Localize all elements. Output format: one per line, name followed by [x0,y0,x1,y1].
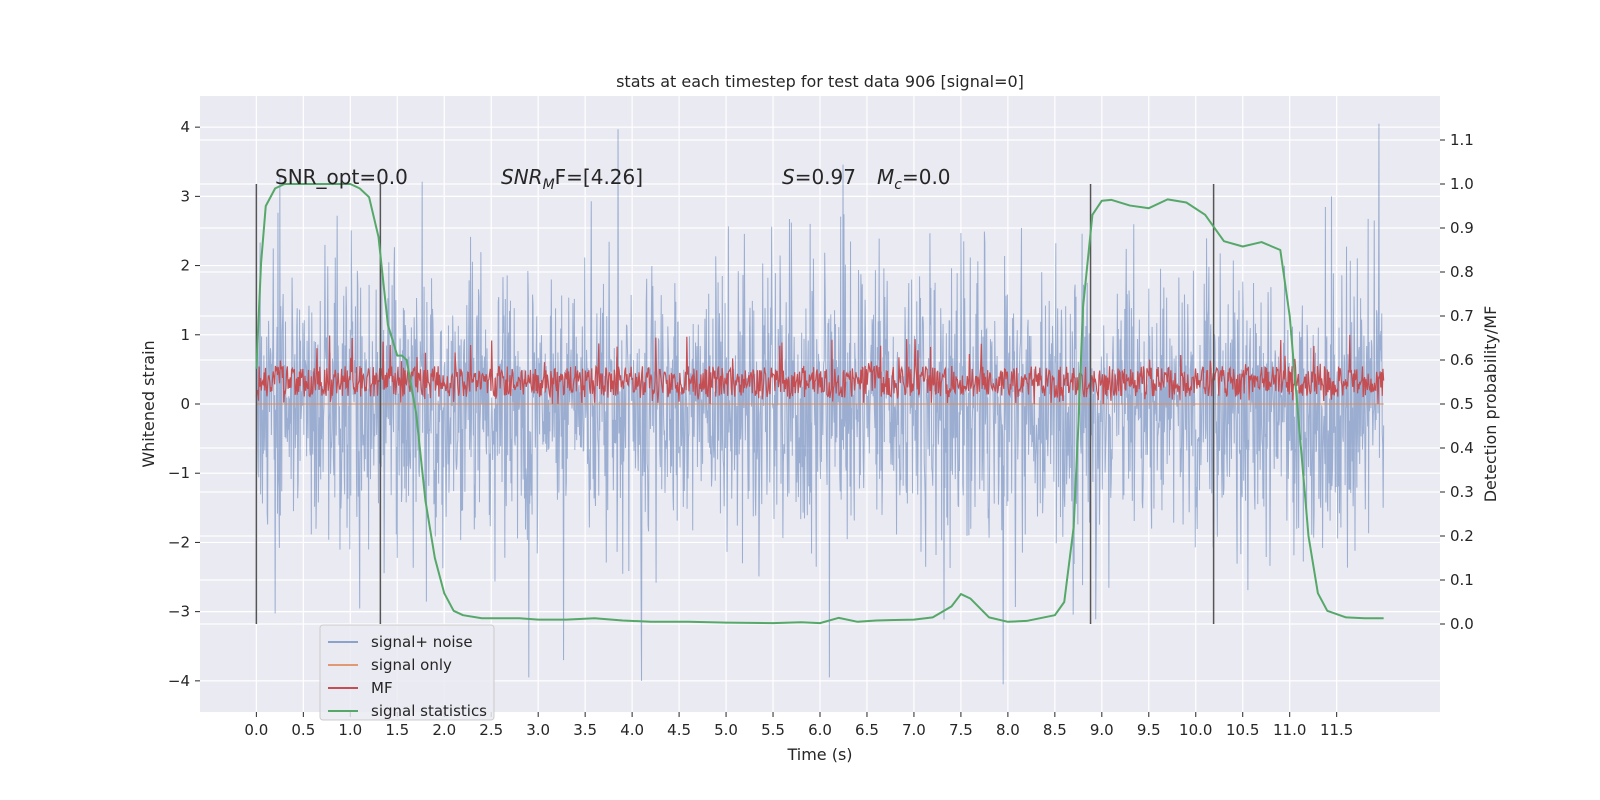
y-right-tick-label: 0.6 [1450,351,1474,369]
x-tick-label: 11.5 [1320,721,1353,739]
chart-title: stats at each timestep for test data 906… [616,72,1024,91]
y-axis-label: Whitened strain [139,340,158,467]
x-tick-label: 2.0 [432,721,456,739]
legend-box [319,624,495,721]
x-tick-label: 4.5 [667,721,691,739]
y-tick-label: 2 [180,257,190,275]
series-signal-statistics [255,183,1384,625]
y-right-tick-label: 0.3 [1450,483,1474,501]
x-tick-label: 8.5 [1043,721,1067,739]
y-tick-label: 4 [180,118,190,136]
x-tick-label: 9.5 [1137,721,1161,739]
annotation-mc-symbol: M [877,165,894,189]
x-tick-label: 6.0 [808,721,832,739]
y-tick-label: −2 [168,533,190,551]
y-right-tick-label: 1.0 [1450,175,1474,193]
y-right-tick-label: 0.1 [1450,571,1474,589]
y-right-tick-label: 0.8 [1450,263,1474,281]
y-axis-label-right: Detection probability/MF [1481,306,1500,503]
annotation-s-symbol: S [782,165,795,189]
y-right-tick-label: 0.2 [1450,527,1474,545]
x-tick-label: 0.5 [291,721,315,739]
annotation-snr-mf-subscript: M [543,177,555,193]
annotation-mc: Mc=0.0 [877,165,951,193]
x-tick-label: 3.0 [526,721,550,739]
annotation-s-value: =0.97 [795,165,856,189]
annotation-s: S=0.97 [782,165,856,189]
x-tick-label: 5.0 [714,721,738,739]
x-axis-label: Time (s) [786,745,852,764]
axis-layer: 0.0 0.5 1.0 1.5 2.0 2.5 3.0 3.5 4.0 4.5 5.0 5.5 6.0 6… [168,118,1474,739]
y-tick-label: 1 [180,326,190,344]
x-tick-label: 4.0 [620,721,644,739]
x-tick-label: 3.5 [573,721,597,739]
y-right-tick-label: 0.4 [1450,439,1474,457]
y-tick-label: −1 [168,464,190,482]
x-tick-label: 11.0 [1273,721,1306,739]
x-tick-label: 10.5 [1226,721,1259,739]
y-right-tick-label: 0.5 [1450,395,1474,413]
legend-label: signal+ noise [371,633,473,651]
x-tick-label: 8.0 [996,721,1020,739]
y-tick-label: 0 [180,395,190,413]
data-layer [255,123,1385,685]
legend: signal+ noise signal only MF signal statist… [319,624,495,721]
annotation-snr-mf-symbol: SNR [501,165,543,189]
legend-label: signal only [371,656,452,674]
y-right-tick-label: 0.7 [1450,307,1474,325]
x-tick-label: 5.5 [761,721,785,739]
x-tick-label: 1.0 [338,721,362,739]
legend-label: MF [371,679,393,697]
annotation-snr-mf-value: F=[4.26] [555,165,643,189]
annotation-mc-value: =0.0 [902,165,951,189]
annotation-mc-subscript: c [894,177,902,193]
annotation-snr-mf: SNRMF=[4.26] [501,165,643,193]
x-tick-label: 6.5 [855,721,879,739]
y-tick-label: 3 [180,187,190,205]
x-tick-label: 1.5 [385,721,409,739]
y-right-tick-label: 1.1 [1450,131,1474,149]
series-mf [255,334,1385,404]
annotation-snr-opt: SNR_opt=0.0 [275,165,408,189]
y-right-tick-label: 0.9 [1450,219,1474,237]
y-tick-label: −3 [168,603,190,621]
x-tick-label: 7.0 [902,721,926,739]
series-signal-noise [255,123,1385,685]
legend-items: signal+ noise signal only MF signal statist… [328,633,487,720]
legend-label: signal statistics [371,702,487,720]
x-tick-label: 2.5 [479,721,503,739]
x-tick-label: 7.5 [949,721,973,739]
x-tick-label: 0.0 [244,721,268,739]
y-right-tick-label: 0.0 [1450,615,1474,633]
x-tick-label: 9.0 [1090,721,1114,739]
y-tick-label: −4 [168,672,190,690]
x-tick-label: 10.0 [1179,721,1212,739]
